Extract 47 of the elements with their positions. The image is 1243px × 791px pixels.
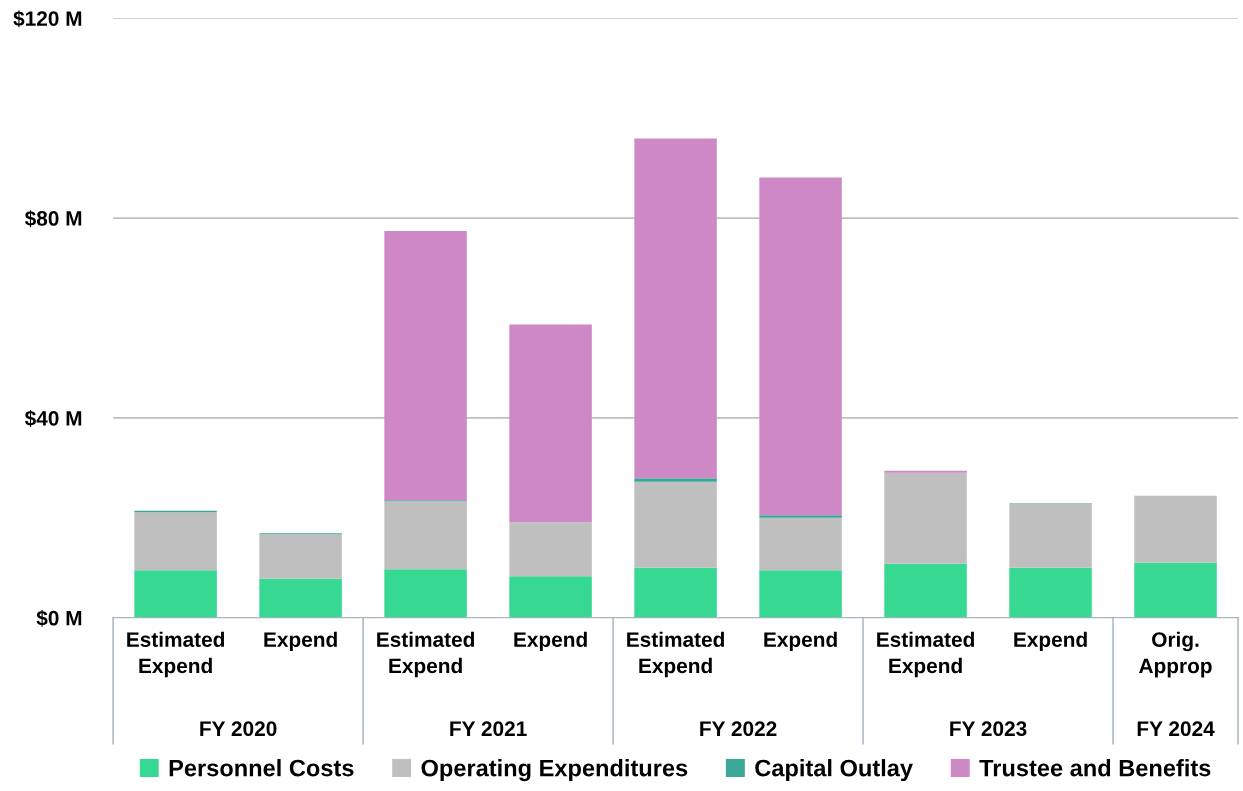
bar [884,470,967,473]
y-tick-label: $40 M [24,410,82,428]
bar [134,570,217,618]
bar [634,138,717,479]
text: FY 2021 [450,721,527,737]
bar [384,231,467,501]
bar [759,570,842,618]
text: FY 2022 [700,721,777,737]
bar [634,478,717,482]
x-tick-label: Expend [514,631,587,652]
y-tick-label: $120 M [13,10,82,28]
x-tick-label: Estimated Expend [127,631,225,678]
y-tick-label: $80 M [24,210,82,228]
x-tick-label: Estimated Expend [627,631,724,678]
bar [759,515,842,518]
text: FY 2023 [950,721,1027,737]
legend-label: Operating Expenditures [421,759,688,782]
bar [759,177,842,516]
bar [1134,495,1217,563]
legend-label: Trustee and Benefits [979,759,1211,777]
bar [259,534,342,579]
bar [1009,503,1092,568]
bar [1134,562,1217,618]
bar [1009,567,1092,618]
text: FY 2020 [200,721,277,737]
bar [634,567,717,618]
x-tick-label: Estimated Expend [877,631,974,678]
bar [509,576,592,618]
x-tick-label: Estimated Expend [377,631,474,678]
x-tick-label: Expend [264,631,337,652]
bar [509,522,592,577]
bar [259,578,342,618]
bar [384,569,467,618]
bar [884,472,967,564]
x-tick-label: Expend [1014,631,1087,652]
legend-label: Personnel Costs [169,759,354,777]
legend-label: Capital Outlay [755,759,913,782]
bar [759,517,842,571]
x-tick-label: Orig. Approp [1139,631,1212,678]
bar [134,512,217,571]
bar [884,563,967,618]
bar [509,324,592,523]
bar [384,501,467,570]
bar [634,481,717,568]
text: FY 2024 [1137,721,1215,737]
y-tick-label: $0 M [36,609,82,627]
x-tick-label: Expend [764,631,837,652]
